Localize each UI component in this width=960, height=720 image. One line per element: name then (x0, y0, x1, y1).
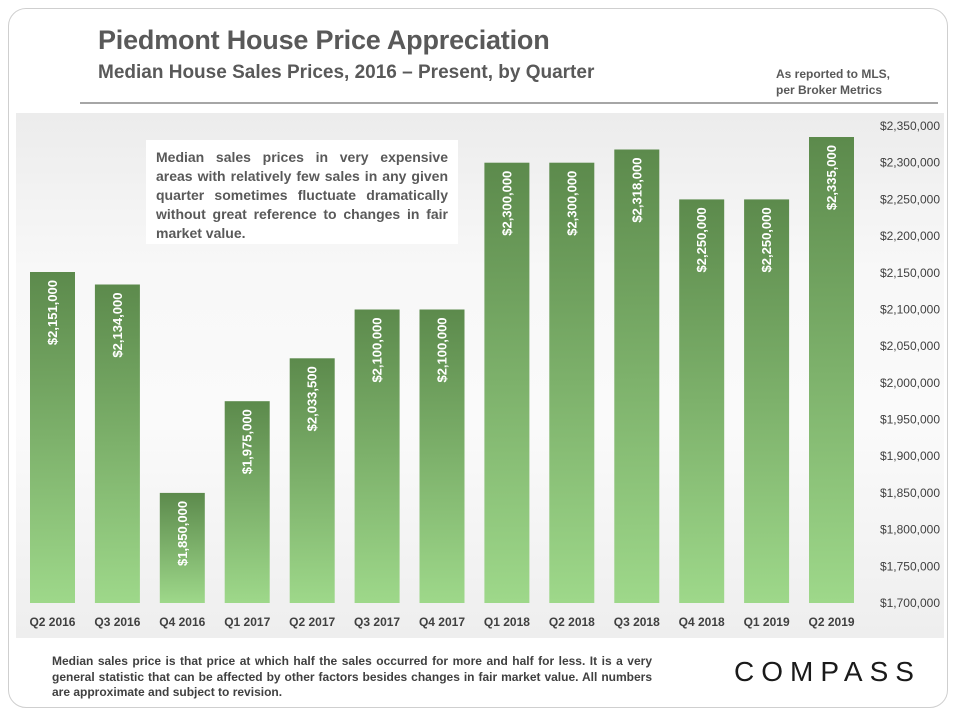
bar-value-label: $2,250,000 (759, 207, 774, 272)
x-tick-label: Q2 2018 (549, 615, 595, 629)
y-tick-label: $1,800,000 (880, 523, 940, 537)
source-line-1: As reported to MLS, (776, 67, 891, 81)
bar-q4-2017 (419, 309, 465, 603)
bar-value-label: $2,300,000 (499, 171, 514, 236)
x-tick-label: Q3 2017 (354, 615, 400, 629)
bar-q4-2016 (159, 492, 205, 603)
bar-value-label: $2,151,000 (45, 280, 60, 345)
source-note: As reported to MLS, per Broker Metrics (776, 66, 926, 98)
bar-q1-2017 (224, 401, 270, 603)
x-tick-label: Q4 2016 (159, 615, 205, 629)
y-axis: $1,700,000 $1,750,000 $1,800,000 $1,850,000… (880, 119, 940, 610)
x-tick-label: Q4 2017 (419, 615, 465, 629)
bar-value-label: $2,100,000 (370, 317, 385, 382)
y-tick-label: $1,850,000 (880, 486, 940, 500)
bar-q2-2017 (289, 358, 335, 603)
compass-logo: COMPASS (734, 656, 921, 687)
y-tick-label: $2,100,000 (880, 302, 940, 316)
chart-title: Piedmont House Price Appreciation (98, 25, 550, 55)
chart-area: $2,151,000 $2,134,000 $1,850,000 $1,975,000… (16, 113, 944, 638)
y-tick-label: $2,150,000 (880, 266, 940, 280)
bar-value-label: $2,134,000 (110, 293, 125, 358)
y-tick-label: $1,700,000 (880, 596, 940, 610)
y-tick-label: $1,900,000 (880, 449, 940, 463)
x-tick-label: Q3 2016 (94, 615, 140, 629)
x-tick-label: Q1 2017 (224, 615, 270, 629)
bar-value-label: $2,335,000 (824, 145, 839, 210)
header-divider (80, 102, 938, 104)
y-tick-label: $2,250,000 (880, 192, 940, 206)
bar-value-label: $1,975,000 (240, 409, 255, 474)
bar-q4-2018 (679, 199, 725, 603)
x-tick-label: Q2 2016 (29, 615, 75, 629)
chart-subtitle: Median House Sales Prices, 2016 – Presen… (98, 62, 595, 83)
bars-group: $2,151,000 $2,134,000 $1,850,000 $1,975,000… (30, 137, 854, 603)
x-tick-label: Q2 2017 (289, 615, 335, 629)
bar-q3-2017 (354, 309, 400, 603)
slide-frame (8, 8, 948, 708)
x-tick-label: Q4 2018 (679, 615, 725, 629)
bar-q2-2016 (30, 272, 75, 603)
y-tick-label: $1,950,000 (880, 413, 940, 427)
source-line-2: per Broker Metrics (776, 83, 883, 97)
footnote: Median sales price is that price at whic… (52, 654, 652, 699)
annotation-box: Median sales prices in very expensive ar… (146, 140, 458, 244)
bar-value-label: $2,033,500 (305, 366, 320, 431)
bar-value-label: $2,300,000 (564, 171, 579, 236)
x-tick-label: Q1 2019 (744, 615, 790, 629)
bar-q2-2018 (549, 162, 595, 603)
x-tick-label: Q2 2019 (809, 615, 855, 629)
bar-chart: $2,151,000 $2,134,000 $1,850,000 $1,975,000… (29, 119, 940, 629)
bar-value-label: $2,100,000 (435, 317, 450, 382)
bar-q3-2016 (94, 284, 140, 603)
bar-value-label: $1,850,000 (175, 501, 190, 566)
y-tick-label: $2,200,000 (880, 229, 940, 243)
bar-q1-2019 (744, 199, 790, 603)
bar-q2-2019 (809, 137, 854, 603)
y-tick-label: $2,050,000 (880, 339, 940, 353)
y-tick-label: $2,350,000 (880, 119, 940, 133)
y-tick-label: $2,000,000 (880, 376, 940, 390)
x-axis: Q2 2016 Q3 2016 Q4 2016 Q1 2017 Q2 2017 Q3 20… (29, 615, 854, 629)
y-tick-label: $1,750,000 (880, 559, 940, 573)
y-tick-label: $2,300,000 (880, 156, 940, 170)
x-tick-label: Q1 2018 (484, 615, 530, 629)
x-tick-label: Q3 2018 (614, 615, 660, 629)
bar-q3-2018 (614, 149, 660, 603)
bar-value-label: $2,318,000 (629, 157, 644, 222)
bar-q1-2018 (484, 162, 530, 603)
bar-value-label: $2,250,000 (694, 207, 709, 272)
